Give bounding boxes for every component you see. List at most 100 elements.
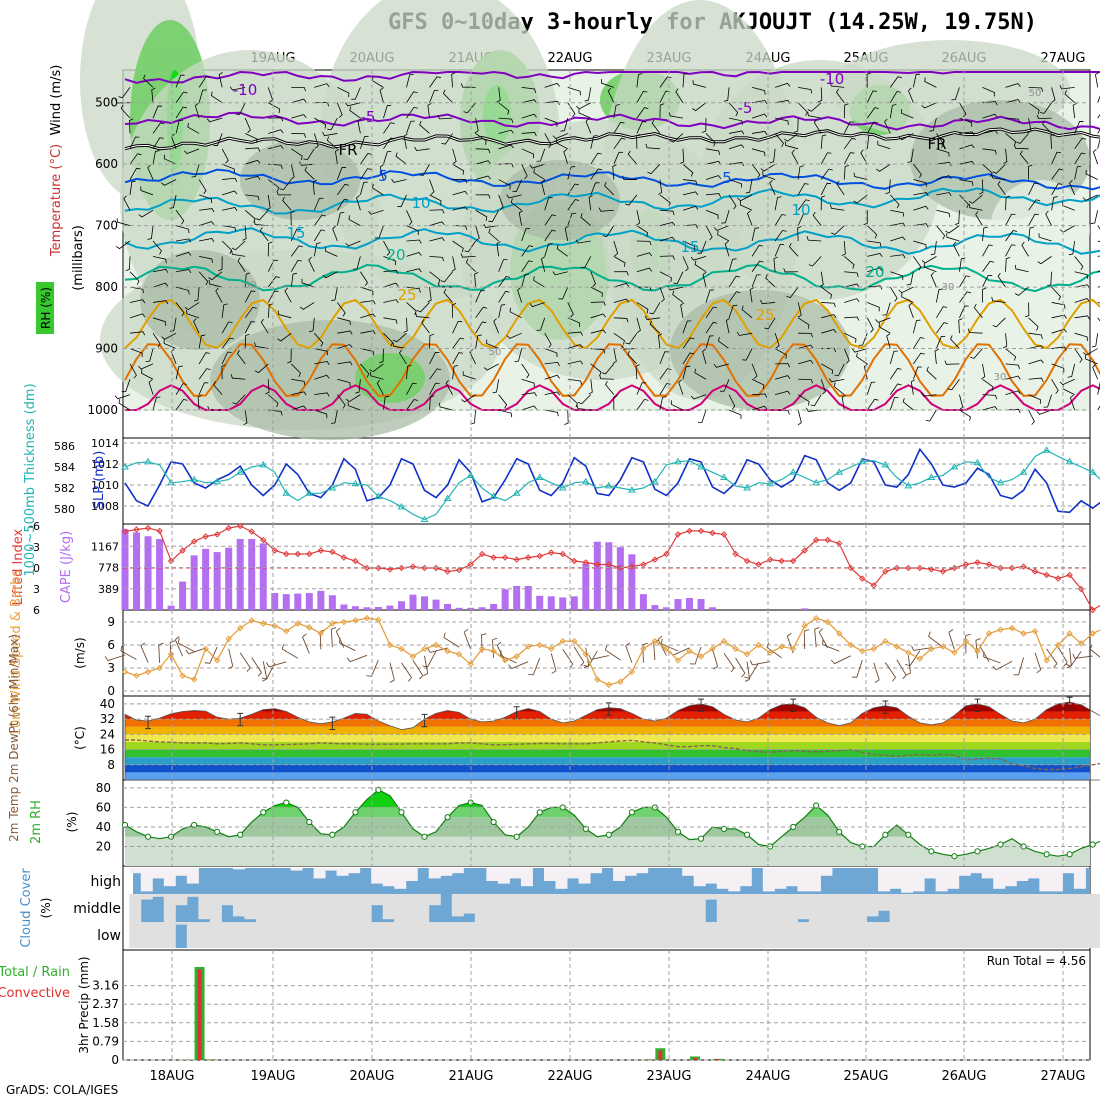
wind-barb: [498, 179, 511, 190]
cloud-clear-fill: [878, 868, 891, 892]
rh-shading: [140, 250, 260, 350]
contour-label: 10: [791, 201, 810, 219]
wind-barb: [798, 359, 814, 365]
wind-barb: [498, 394, 508, 409]
cloud-clear-fill: [428, 868, 441, 879]
wind-barb: [123, 195, 131, 211]
cloud-clear-fill: [751, 894, 764, 922]
wind-barb: [414, 146, 430, 152]
wind-barb: [1005, 99, 1021, 104]
cloud-clear-fill: [417, 894, 430, 922]
surface-wind-barb: [338, 637, 356, 652]
wind-barb: [1038, 233, 1052, 242]
wind-barb: [867, 285, 883, 290]
wind-barb: [577, 394, 592, 405]
surface-wind-barb: [803, 629, 810, 650]
thickness-marker: [535, 473, 544, 480]
pressure-tick-label: 900: [95, 342, 118, 356]
wind-barb: [493, 318, 500, 334]
wind-barb: [406, 239, 422, 244]
wind-barb: [290, 210, 295, 226]
surface-wind-barb: [174, 636, 184, 657]
wind-barb: [218, 256, 223, 272]
lifted-index-marker: [1077, 585, 1085, 593]
wind-barb: [613, 151, 623, 165]
wind-barb: [843, 348, 850, 364]
wind-barb: [277, 332, 292, 342]
rh-contour-label: 30: [994, 372, 1007, 383]
wind-barb: [521, 260, 533, 272]
wind-barb: [624, 194, 638, 206]
thickness-marker: [720, 473, 728, 480]
wind-barb: [820, 152, 832, 165]
wind-barb: [636, 107, 649, 119]
wind-barb: [175, 210, 185, 225]
surface-wind-barb: [330, 627, 337, 648]
wind-barb: [605, 380, 615, 395]
wind-barb: [913, 337, 925, 349]
wind-barb: [221, 303, 228, 318]
lifted-index-marker: [974, 559, 981, 566]
surface-wind-barb: [948, 629, 955, 650]
lifted-index-marker: [501, 554, 509, 561]
surface-wind-barb: [983, 651, 1001, 664]
wind-barb: [1005, 244, 1016, 257]
wind-barb: [291, 378, 306, 386]
temp-band: [125, 772, 1090, 780]
thickness-marker: [1019, 468, 1028, 475]
wind-barb: [921, 102, 937, 109]
wind-barb: [375, 225, 384, 239]
cloud-clear-fill: [509, 922, 522, 948]
wind-barb: [512, 179, 523, 192]
thickness-marker: [305, 489, 314, 496]
wind-barb: [429, 333, 434, 349]
rh-contour-label: 50: [489, 347, 502, 358]
wind-barb: [567, 331, 583, 336]
wind-barb: [913, 192, 929, 197]
wind-barb: [506, 194, 522, 199]
cloud-clear-fill: [705, 922, 718, 948]
wind-barb: [713, 225, 730, 231]
wind-barb: [947, 379, 960, 391]
wind-barb: [544, 82, 560, 88]
wind-barb: [567, 302, 574, 318]
wind-barb: [215, 287, 223, 303]
wind-barb: [701, 118, 707, 133]
thickness-tick-label: 582: [54, 482, 75, 495]
wind-barb: [728, 130, 745, 135]
minmax-whisker: [974, 698, 981, 712]
wind-barb: [728, 179, 742, 188]
wind-barb: [636, 121, 647, 134]
wind-barb: [383, 104, 392, 119]
cloud-clear-fill: [325, 894, 338, 922]
cloud-clear-fill: [682, 894, 695, 922]
wind-barb: [268, 179, 280, 192]
cloud-clear-fill: [808, 922, 821, 948]
pressure-tick-label: 700: [95, 219, 118, 233]
surface-wind-barb: [204, 646, 218, 664]
wind-barb: [728, 194, 737, 210]
lifted-index-marker: [317, 547, 325, 554]
cape-bar: [697, 599, 705, 610]
wind-barb: [959, 131, 975, 136]
wind-barb: [1005, 213, 1016, 226]
cloud-clear-fill: [209, 894, 222, 922]
wind-barb: [290, 245, 303, 257]
surface-wind-barb: [443, 632, 460, 648]
cloud-clear-fill: [1050, 922, 1063, 948]
cloud-clear-fill: [313, 894, 326, 922]
lifted-index-marker: [340, 554, 348, 561]
cloud-clear-fill: [382, 922, 395, 948]
wind-barb: [982, 394, 998, 400]
thickness-marker: [1042, 446, 1051, 453]
cape-bar: [133, 532, 141, 610]
wind-barb: [627, 150, 638, 165]
wind-barb: [1059, 378, 1075, 386]
surface-wind-barbs: [104, 627, 1100, 683]
wind-barb: [231, 240, 246, 251]
cloud-clear-fill: [175, 894, 188, 906]
cape-bar: [628, 554, 636, 610]
lifted-index-marker: [190, 538, 198, 545]
lifted-index-marker: [444, 568, 451, 575]
wind-barb: [148, 379, 154, 395]
